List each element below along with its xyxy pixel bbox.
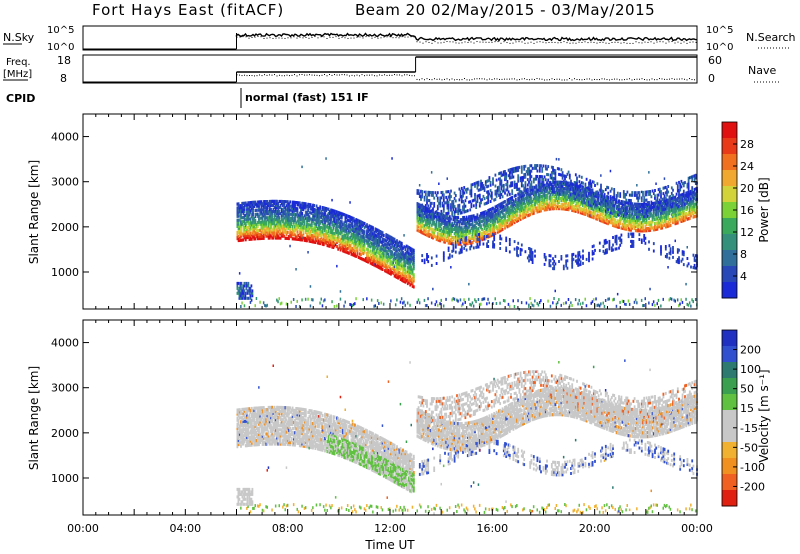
freq-strip: Freq. [MHz] 18 8 60 0 Nave [3,54,780,85]
x-tick-label: 20:00 [579,522,611,535]
cpid-row: CPID normal (fast) 151 IF [6,88,369,108]
freq-trace [83,56,698,83]
x-tick-label: 00:00 [681,522,713,535]
y-tick-label: 2000 [51,221,79,234]
colorbar-tick-label: -50 [740,441,758,454]
x-tick-label: 16:00 [476,522,508,535]
power-echoes [236,157,698,311]
nsky-tick-bottom: 10^0 [47,42,74,53]
freq-tick-bottom: 8 [60,72,67,85]
power-y-axis: 1000 2000 3000 4000 [51,131,697,279]
cpid-text: normal (fast) 151 IF [245,91,369,104]
y-tick-label: 1000 [51,472,79,485]
y-tick-label: 4000 [51,131,79,144]
title-left: Fort Hays East (fitACF) [92,1,284,19]
nave-tick-top: 60 [708,54,722,67]
power-y-label: Slant Range [km] [27,160,41,264]
power-x-ticks [82,114,698,309]
colorbar-tick-label: 8 [740,248,747,261]
x-axis-label: Time UT [364,538,415,552]
y-tick-label: 1000 [51,266,79,279]
nsky-label: N.Sky [3,31,35,44]
colorbar-tick-label: 16 [740,204,754,217]
colorbar-tick-label: -15 [740,422,758,435]
power-panel: 1000 2000 3000 4000 Slant Range [km] [27,113,698,311]
velocity-y-label: Slant Range [km] [27,366,41,470]
velocity-colorbar-label: Velocity [m s⁻¹] [757,369,771,462]
x-tick-label: 00:00 [67,522,99,535]
power-colorbar: 4 8 12 16 20 24 28 Power [dB] [721,121,771,299]
x-tick-label: 04:00 [169,522,201,535]
colorbar-tick-label: 12 [740,226,754,239]
power-colorbar-label: Power [dB] [757,177,771,242]
freq-tick-top: 18 [57,54,71,67]
colorbar-tick-label: -100 [740,461,765,474]
colorbar-tick-label: 24 [740,160,754,173]
colorbar-tick-label: 28 [740,138,754,151]
velocity-echoes [236,359,698,515]
nsearch-tick-bottom: 10^0 [706,42,733,53]
x-tick-label: 12:00 [374,522,406,535]
colorbar-tick-label: 15 [740,402,754,415]
colorbar-tick-label: 50 [740,383,754,396]
velocity-x-axis: 00:00 04:00 08:00 12:00 16:00 20:00 00:00 [67,320,713,535]
colorbar-tick-label: 100 [740,363,761,376]
colorbar-tick-label: 20 [740,182,754,195]
colorbar-tick-label: -200 [740,480,765,493]
y-tick-label: 3000 [51,176,79,189]
cpid-label: CPID [6,92,35,105]
nsky-trace [83,32,698,50]
colorbar-tick-label: 4 [740,270,747,283]
x-tick-label: 08:00 [272,522,304,535]
y-tick-label: 2000 [51,427,79,440]
nsky-tick-top: 10^5 [47,25,74,36]
freq-unit-label: [MHz] [3,69,32,80]
nsearch-label: N.Search [746,31,796,44]
velocity-y-axis: 1000 2000 3000 4000 [51,337,697,485]
colorbar-tick-label: 200 [740,344,761,357]
y-tick-label: 4000 [51,337,79,350]
freq-label: Freq. [6,57,31,68]
nsky-strip: N.Sky 10^5 10^0 10^5 10^0 N.Search [3,25,796,53]
nave-label: Nave [748,64,776,77]
nave-tick-bottom: 0 [708,72,715,85]
y-tick-label: 3000 [51,382,79,395]
title-right: Beam 20 02/May/2015 - 03/May/2015 [355,1,655,19]
velocity-colorbar: 200 100 50 15 -15 -50 -100 -200 Velocity [m s⁻¹… [721,329,771,507]
nsearch-tick-top: 10^5 [706,25,733,36]
